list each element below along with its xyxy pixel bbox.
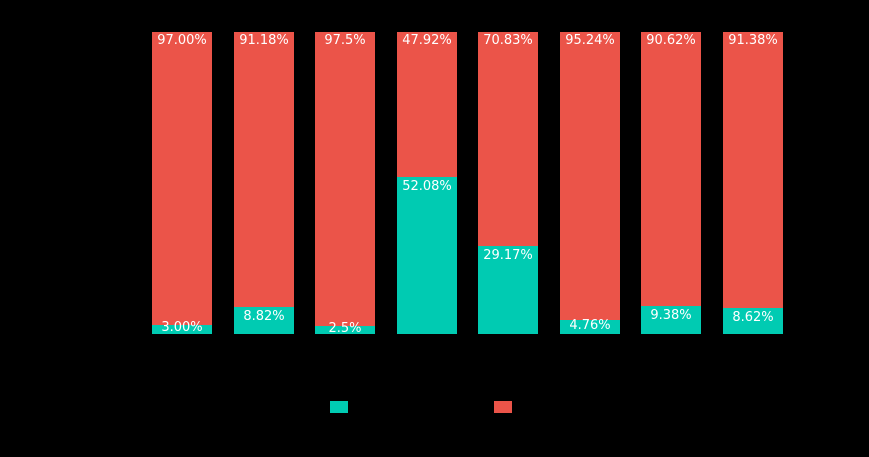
bar-label-teal: 3.00%: [161, 320, 203, 336]
bar-segment-red: 91.38%: [723, 32, 783, 308]
bar-column: 47.92% 52.08%: [397, 32, 457, 334]
bar-label-teal: 2.5%: [328, 321, 362, 337]
bar-label-teal: 29.17%: [483, 247, 533, 263]
bar-segment-teal: 8.62%: [723, 307, 783, 334]
bar-segment-teal: 8.82%: [234, 307, 294, 334]
bar-column: 91.18% 8.82%: [234, 32, 294, 334]
bar-segment-teal: 9.38%: [641, 305, 701, 334]
bar-label-teal: 8.62%: [732, 309, 774, 325]
bar-column: 90.62% 9.38%: [641, 32, 701, 334]
bar-column: 97.00% 3.00%: [152, 32, 212, 335]
bar-segment-red: 97.00%: [152, 32, 212, 325]
bar-label-teal: 9.38%: [650, 307, 692, 323]
bar-column: 91.38% 8.62%: [723, 32, 783, 334]
bar-label-teal: 8.82%: [243, 309, 285, 325]
bar-segment-teal: 52.08%: [397, 176, 457, 334]
bar-segment-red: 91.18%: [234, 32, 294, 308]
bar-segment-teal: 29.17%: [478, 245, 538, 334]
bar-segment-red: 47.92%: [397, 32, 457, 177]
bar-label-red: 97.5%: [324, 33, 366, 48]
bar-label-red: 47.92%: [402, 33, 452, 48]
bar-label-red: 70.83%: [483, 33, 533, 48]
bar-label-red: 97.00%: [157, 33, 207, 48]
bar-label-red: 90.62%: [646, 33, 696, 48]
bar-segment-red: 95.24%: [560, 32, 620, 320]
bar-label-teal: 4.76%: [569, 317, 611, 333]
bar-label-red: 95.24%: [565, 33, 615, 48]
bar-label-red: 91.38%: [728, 33, 778, 48]
bar-column: 95.24% 4.76%: [560, 32, 620, 334]
bar-segment-teal: 4.76%: [560, 317, 620, 334]
bar-segment-red: 70.83%: [478, 32, 538, 246]
bar-segment-teal: 3.00%: [152, 320, 212, 335]
bar-label-red: 91.18%: [239, 33, 289, 48]
bar-segment-red: 97.5%: [315, 32, 375, 327]
bar-column: 97.5% 2.5%: [315, 32, 375, 336]
bar-segment-teal: 2.5%: [315, 321, 375, 336]
bar-segment-red: 90.62%: [641, 32, 701, 306]
bar-label-teal: 52.08%: [402, 178, 452, 194]
bar-column: 70.83% 29.17%: [478, 32, 538, 334]
